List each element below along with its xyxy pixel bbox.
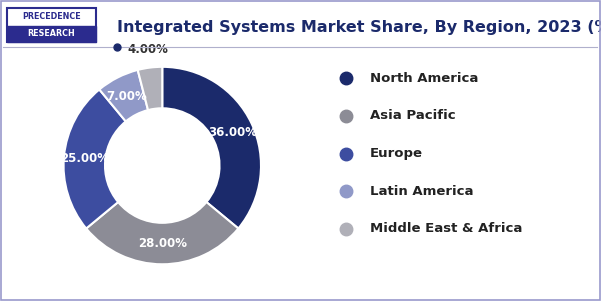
Wedge shape — [138, 67, 162, 110]
Wedge shape — [86, 202, 239, 264]
Text: 4.00%: 4.00% — [127, 43, 168, 57]
Wedge shape — [64, 89, 126, 228]
Wedge shape — [162, 67, 261, 228]
Text: PRECEDENCE: PRECEDENCE — [22, 12, 81, 21]
FancyBboxPatch shape — [7, 26, 96, 42]
Text: Middle East & Africa: Middle East & Africa — [370, 222, 522, 235]
Text: 7.00%: 7.00% — [106, 90, 147, 103]
Wedge shape — [99, 70, 148, 121]
Text: 28.00%: 28.00% — [138, 237, 187, 250]
Text: Latin America: Latin America — [370, 185, 473, 198]
FancyBboxPatch shape — [7, 8, 96, 42]
Text: Integrated Systems Market Share, By Region, 2023 (%): Integrated Systems Market Share, By Regi… — [117, 20, 601, 35]
Text: North America: North America — [370, 72, 478, 85]
Text: Europe: Europe — [370, 147, 423, 160]
Text: 36.00%: 36.00% — [209, 126, 257, 139]
Text: Asia Pacific: Asia Pacific — [370, 109, 455, 123]
Text: RESEARCH: RESEARCH — [28, 29, 75, 38]
Text: 25.00%: 25.00% — [60, 152, 109, 165]
